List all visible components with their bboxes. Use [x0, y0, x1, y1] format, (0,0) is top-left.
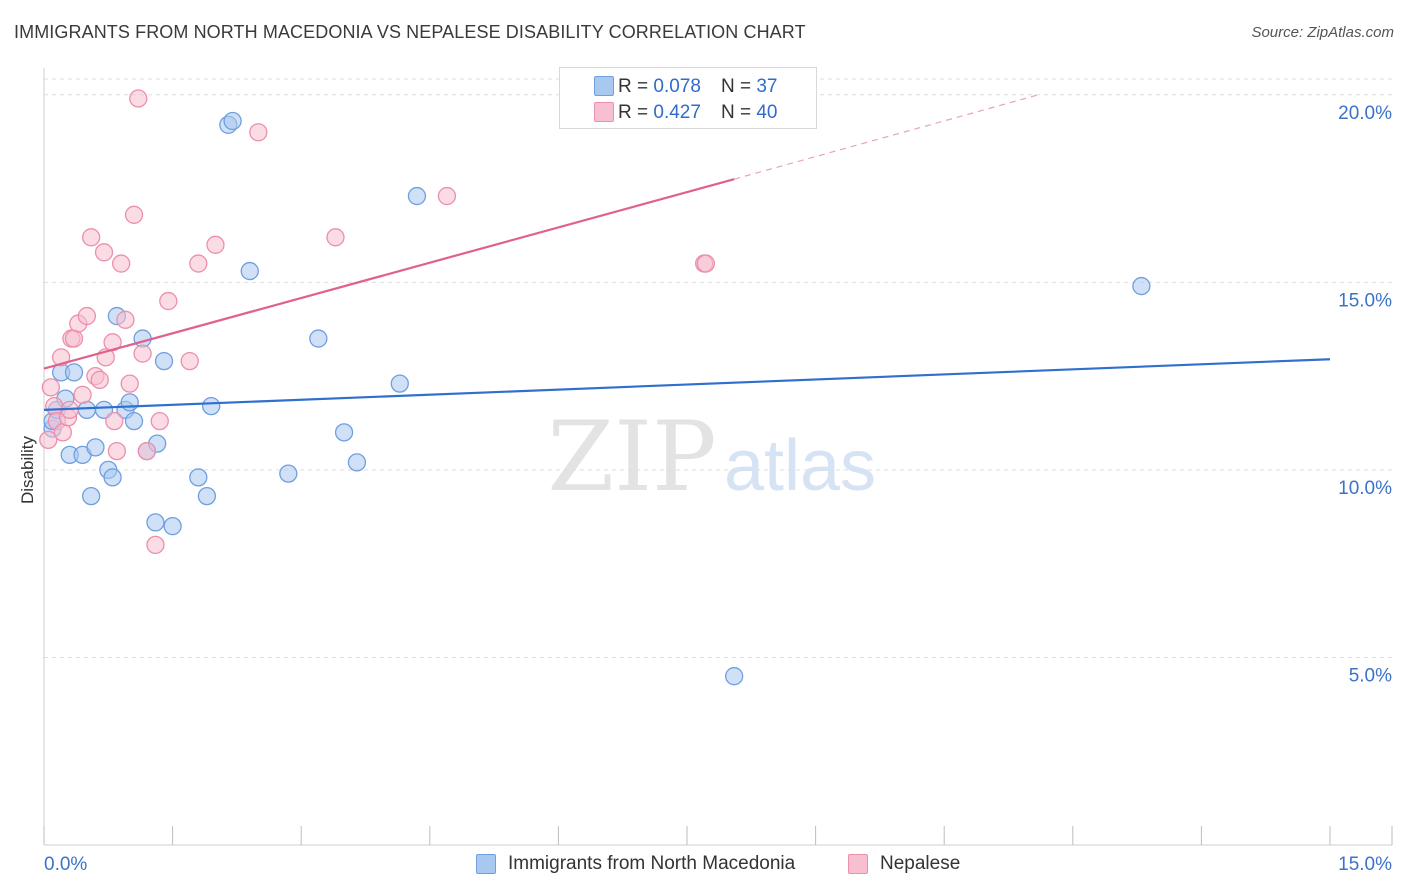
legend-n-value: 37 — [756, 76, 778, 97]
point-nepalese — [146, 535, 165, 555]
bottom-legend-north-macedonia: Immigrants from North Macedonia — [476, 851, 795, 877]
point-nepalese — [133, 344, 152, 363]
legend-row-north-macedonia: R = 0.078 N = 37 — [594, 74, 778, 100]
point-north-macedonia — [725, 667, 744, 686]
source-label: Source: ZipAtlas.com — [1251, 24, 1394, 41]
point-nepalese — [82, 228, 101, 247]
point-north-macedonia — [189, 468, 208, 487]
bottom-legend-nepalese: Nepalese — [848, 851, 960, 877]
point-nepalese — [45, 396, 64, 416]
point-north-macedonia — [103, 468, 122, 487]
point-north-macedonia — [64, 363, 84, 382]
legend-n-label: N = — [720, 102, 752, 123]
point-nepalese — [180, 351, 199, 371]
point-nepalese — [77, 306, 97, 326]
point-nepalese — [94, 243, 114, 262]
point-nepalese — [105, 411, 124, 431]
point-nepalese — [137, 441, 157, 461]
x-tick-label: 0.0% — [44, 854, 87, 875]
point-north-macedonia — [120, 393, 139, 412]
trendline-nepalese — [43, 178, 735, 370]
point-north-macedonia — [197, 486, 217, 506]
point-nepalese — [120, 374, 139, 393]
legend-n-value: 40 — [756, 102, 778, 123]
point-north-macedonia — [1132, 276, 1151, 296]
point-nepalese — [112, 254, 131, 273]
point-nepalese — [206, 235, 225, 254]
point-nepalese — [326, 228, 345, 247]
legend: R = 0.078 N = 37 R = 0.427 N = 40 — [559, 67, 817, 129]
bottom-legend-swatch-pink — [848, 854, 868, 874]
point-nepalese — [116, 310, 135, 329]
point-nepalese — [159, 291, 178, 311]
point-north-macedonia — [154, 351, 174, 371]
bottom-legend-label: Immigrants from North Macedonia — [508, 853, 796, 874]
point-nepalese — [249, 123, 268, 142]
point-nepalese — [124, 205, 144, 224]
point-nepalese — [150, 411, 169, 431]
point-north-macedonia — [347, 453, 367, 472]
point-north-macedonia — [407, 186, 427, 206]
point-north-macedonia — [279, 464, 298, 483]
legend-swatch-pink — [594, 102, 614, 122]
legend-r-label: R = — [618, 102, 649, 123]
point-nepalese — [696, 254, 716, 273]
point-nepalese — [90, 370, 109, 389]
trendline-north-macedonia — [43, 358, 1331, 411]
point-north-macedonia — [146, 513, 165, 532]
bottom-legend-label: Nepalese — [880, 853, 961, 874]
point-nepalese — [64, 329, 84, 348]
y-tick-label: 5.0% — [1349, 665, 1392, 686]
y-tick-label: 15.0% — [1338, 290, 1392, 311]
y-tick-label: 10.0% — [1338, 478, 1392, 499]
point-north-macedonia — [202, 396, 221, 416]
point-north-macedonia — [77, 400, 97, 420]
point-north-macedonia — [124, 411, 144, 431]
y-tick-label: 20.0% — [1338, 103, 1392, 124]
watermark-atlas: atlas — [724, 426, 876, 506]
x-tick-label: 15.0% — [1338, 854, 1392, 875]
legend-n-label: N = — [720, 76, 752, 97]
point-nepalese — [129, 89, 148, 108]
point-nepalese — [41, 378, 61, 397]
point-north-macedonia — [82, 486, 101, 506]
point-nepalese — [437, 186, 457, 206]
legend-swatch-blue — [594, 76, 614, 96]
point-north-macedonia — [223, 111, 242, 131]
point-nepalese — [39, 430, 58, 450]
point-north-macedonia — [390, 374, 409, 393]
legend-row-nepalese: R = 0.427 N = 40 — [594, 100, 778, 126]
point-nepalese — [73, 385, 92, 405]
point-nepalese — [189, 254, 208, 273]
watermark-zip: ZIP — [547, 401, 716, 513]
point-north-macedonia — [86, 438, 105, 457]
point-north-macedonia — [240, 261, 259, 281]
bottom-legend-swatch-blue — [476, 854, 496, 874]
chart-title: IMMIGRANTS FROM NORTH MACEDONIA VS NEPAL… — [14, 22, 806, 42]
point-nepalese — [107, 441, 127, 461]
point-north-macedonia — [334, 423, 354, 442]
trendline-nepalese-extension — [733, 94, 1039, 180]
point-north-macedonia — [94, 400, 114, 420]
legend-r-label: R = — [618, 76, 649, 97]
point-north-macedonia — [163, 516, 182, 536]
point-north-macedonia — [309, 329, 328, 348]
legend-r-value: 0.427 — [653, 102, 701, 123]
legend-r-value: 0.078 — [653, 76, 701, 97]
